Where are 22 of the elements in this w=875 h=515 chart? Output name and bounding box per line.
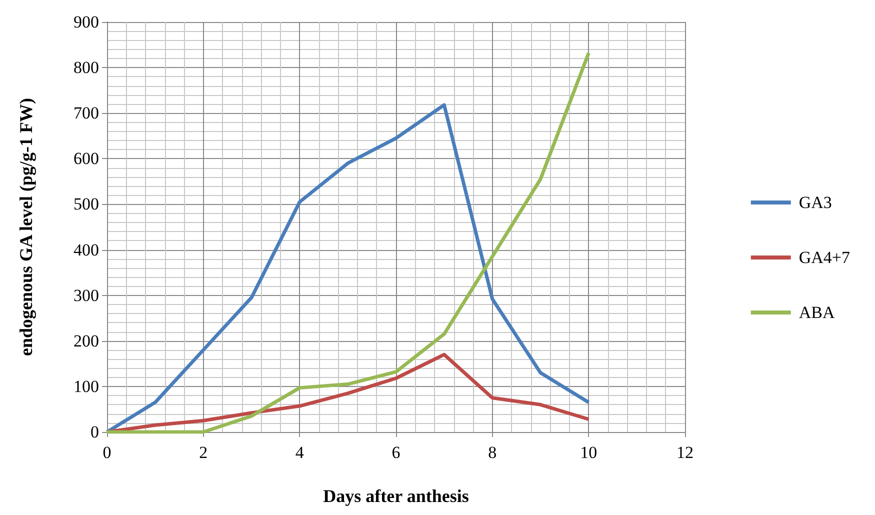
y-tick-label: 500 bbox=[74, 194, 99, 214]
x-tick-label: 12 bbox=[676, 443, 694, 462]
y-tick-label: 700 bbox=[74, 104, 99, 123]
y-tick-label: 600 bbox=[74, 149, 99, 168]
y-tick-label: 100 bbox=[74, 376, 99, 396]
y-tick-label: 300 bbox=[74, 286, 99, 305]
x-tick-label: 4 bbox=[295, 443, 304, 462]
legend-label: ABA bbox=[798, 303, 836, 322]
y-tick-label: 400 bbox=[74, 240, 99, 260]
legend-label: GA3 bbox=[798, 193, 832, 212]
y-tick-label: 200 bbox=[74, 331, 99, 350]
y-axis-title: endogenous GA level (pg/g-1 FW) bbox=[16, 98, 36, 356]
x-axis-title: Days after anthesis bbox=[323, 486, 469, 506]
x-tick-label: 10 bbox=[580, 443, 598, 462]
legend-label: GA4+7 bbox=[798, 248, 850, 267]
x-tick-label: 6 bbox=[392, 443, 400, 462]
y-tick-label: 0 bbox=[90, 422, 99, 442]
y-tick-label: 900 bbox=[74, 12, 99, 32]
x-tick-label: 0 bbox=[102, 443, 112, 462]
x-tick-label: 2 bbox=[199, 443, 208, 462]
y-tick-label: 800 bbox=[74, 58, 99, 78]
x-tick-label: 8 bbox=[488, 443, 497, 462]
